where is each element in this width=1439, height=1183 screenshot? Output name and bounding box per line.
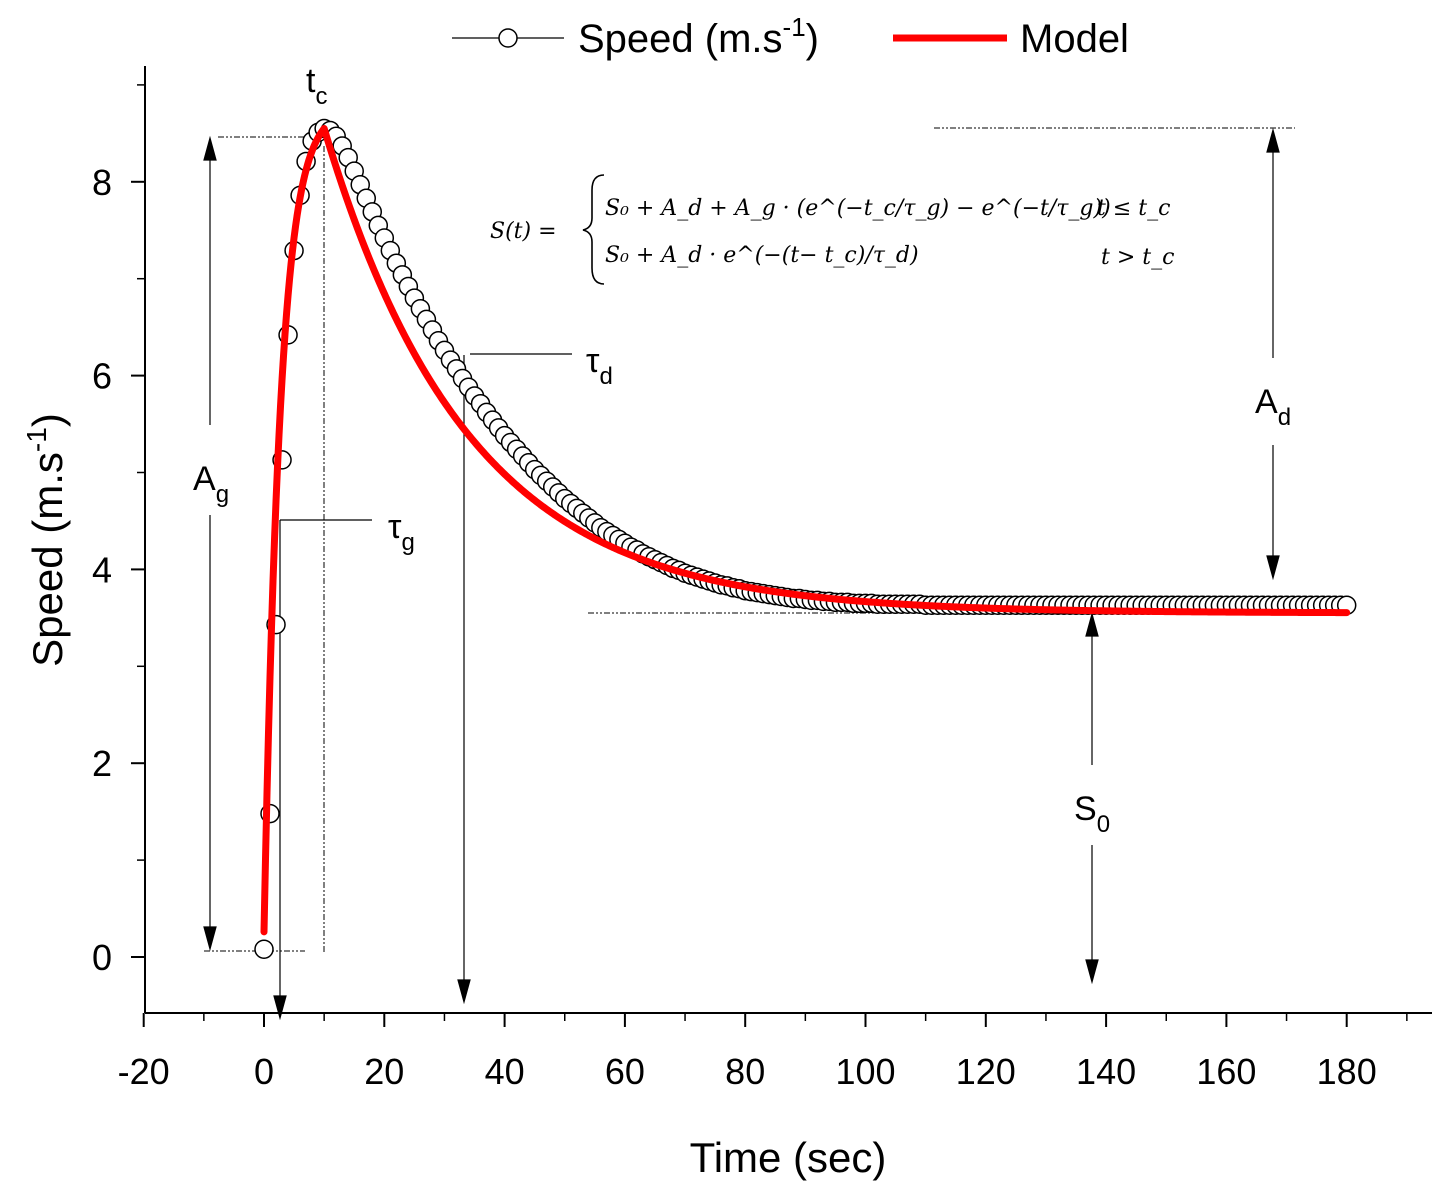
y-tick-label: 0 xyxy=(92,937,112,978)
equation-cond-2: t > t_c xyxy=(1101,245,1174,270)
x-tick-label: 140 xyxy=(1076,1051,1136,1092)
x-tick-label: 80 xyxy=(725,1051,765,1092)
x-axis-title: Time (sec) xyxy=(690,1134,887,1181)
axes: -20 0 20 40 60 80 100 120 140 160 180 0 2 4 6 8 xyxy=(92,66,1432,1092)
label-ad: Ad xyxy=(1255,383,1291,431)
ag-arrow-bottom-head xyxy=(203,926,217,952)
x-tick-label: 160 xyxy=(1196,1051,1256,1092)
model-series-line xyxy=(260,125,1351,936)
ad-arrow-bottom-head xyxy=(1266,555,1280,581)
ag-arrow-top-head xyxy=(203,135,217,161)
label-tau-g: τg xyxy=(388,508,415,556)
equation-line-1: S₀ + A_d + A_g · (e^(−t_c/τ_g) − e^(−t/τ… xyxy=(605,196,1111,221)
speed-data-point xyxy=(254,939,274,959)
y-tick-label: 4 xyxy=(92,549,112,590)
model-equation: S(t) = S₀ + A_d + A_g · (e^(−t_c/τ_g) − … xyxy=(490,174,1174,285)
y-tick-label: 8 xyxy=(92,162,112,203)
legend: Speed (m.s-1) Model xyxy=(452,12,1129,61)
x-tick-label: 20 xyxy=(364,1051,404,1092)
s0-arrow-bottom-head xyxy=(1085,959,1099,985)
x-tick-label: 40 xyxy=(485,1051,525,1092)
y-tick-label: 6 xyxy=(92,356,112,397)
legend-data-marker xyxy=(498,28,518,48)
ad-arrow-top-head xyxy=(1266,127,1280,153)
x-tick-label: 60 xyxy=(605,1051,645,1092)
x-ticks: -20 0 20 40 60 80 100 120 140 160 180 xyxy=(118,1013,1408,1092)
equation-cond-1: t ≤ t_c xyxy=(1097,196,1170,221)
equation-brace xyxy=(582,174,605,285)
tau-d-drop-head xyxy=(457,979,471,1005)
y-tick-label: 2 xyxy=(92,743,112,784)
label-ag: Ag xyxy=(193,460,229,508)
legend-data-label: Speed (m.s-1) xyxy=(578,12,819,61)
label-tc: tc xyxy=(306,62,327,110)
x-tick-label: 0 xyxy=(254,1051,274,1092)
equation-line-2: S₀ + A_d · e^(−(t− t_c)/τ_d) xyxy=(605,243,919,268)
label-s0: S0 xyxy=(1074,790,1110,838)
label-tau-d: τd xyxy=(586,342,613,390)
equation-lhs: S(t) = xyxy=(490,219,557,244)
y-axis-title: Speed (m.s-1) xyxy=(21,413,71,667)
legend-model-label: Model xyxy=(1020,17,1129,61)
annotation-arrows xyxy=(203,127,1280,1021)
x-tick-label: -20 xyxy=(118,1051,170,1092)
x-tick-label: 180 xyxy=(1317,1051,1377,1092)
x-tick-label: 100 xyxy=(835,1051,895,1092)
s0-arrow-top-head xyxy=(1085,611,1099,637)
x-tick-label: 120 xyxy=(956,1051,1016,1092)
annotation-labels: tc τd τg Ag Ad S0 xyxy=(193,62,1291,838)
tau-g-drop-head xyxy=(273,995,287,1021)
y-ticks: 0 2 4 6 8 xyxy=(92,84,145,978)
